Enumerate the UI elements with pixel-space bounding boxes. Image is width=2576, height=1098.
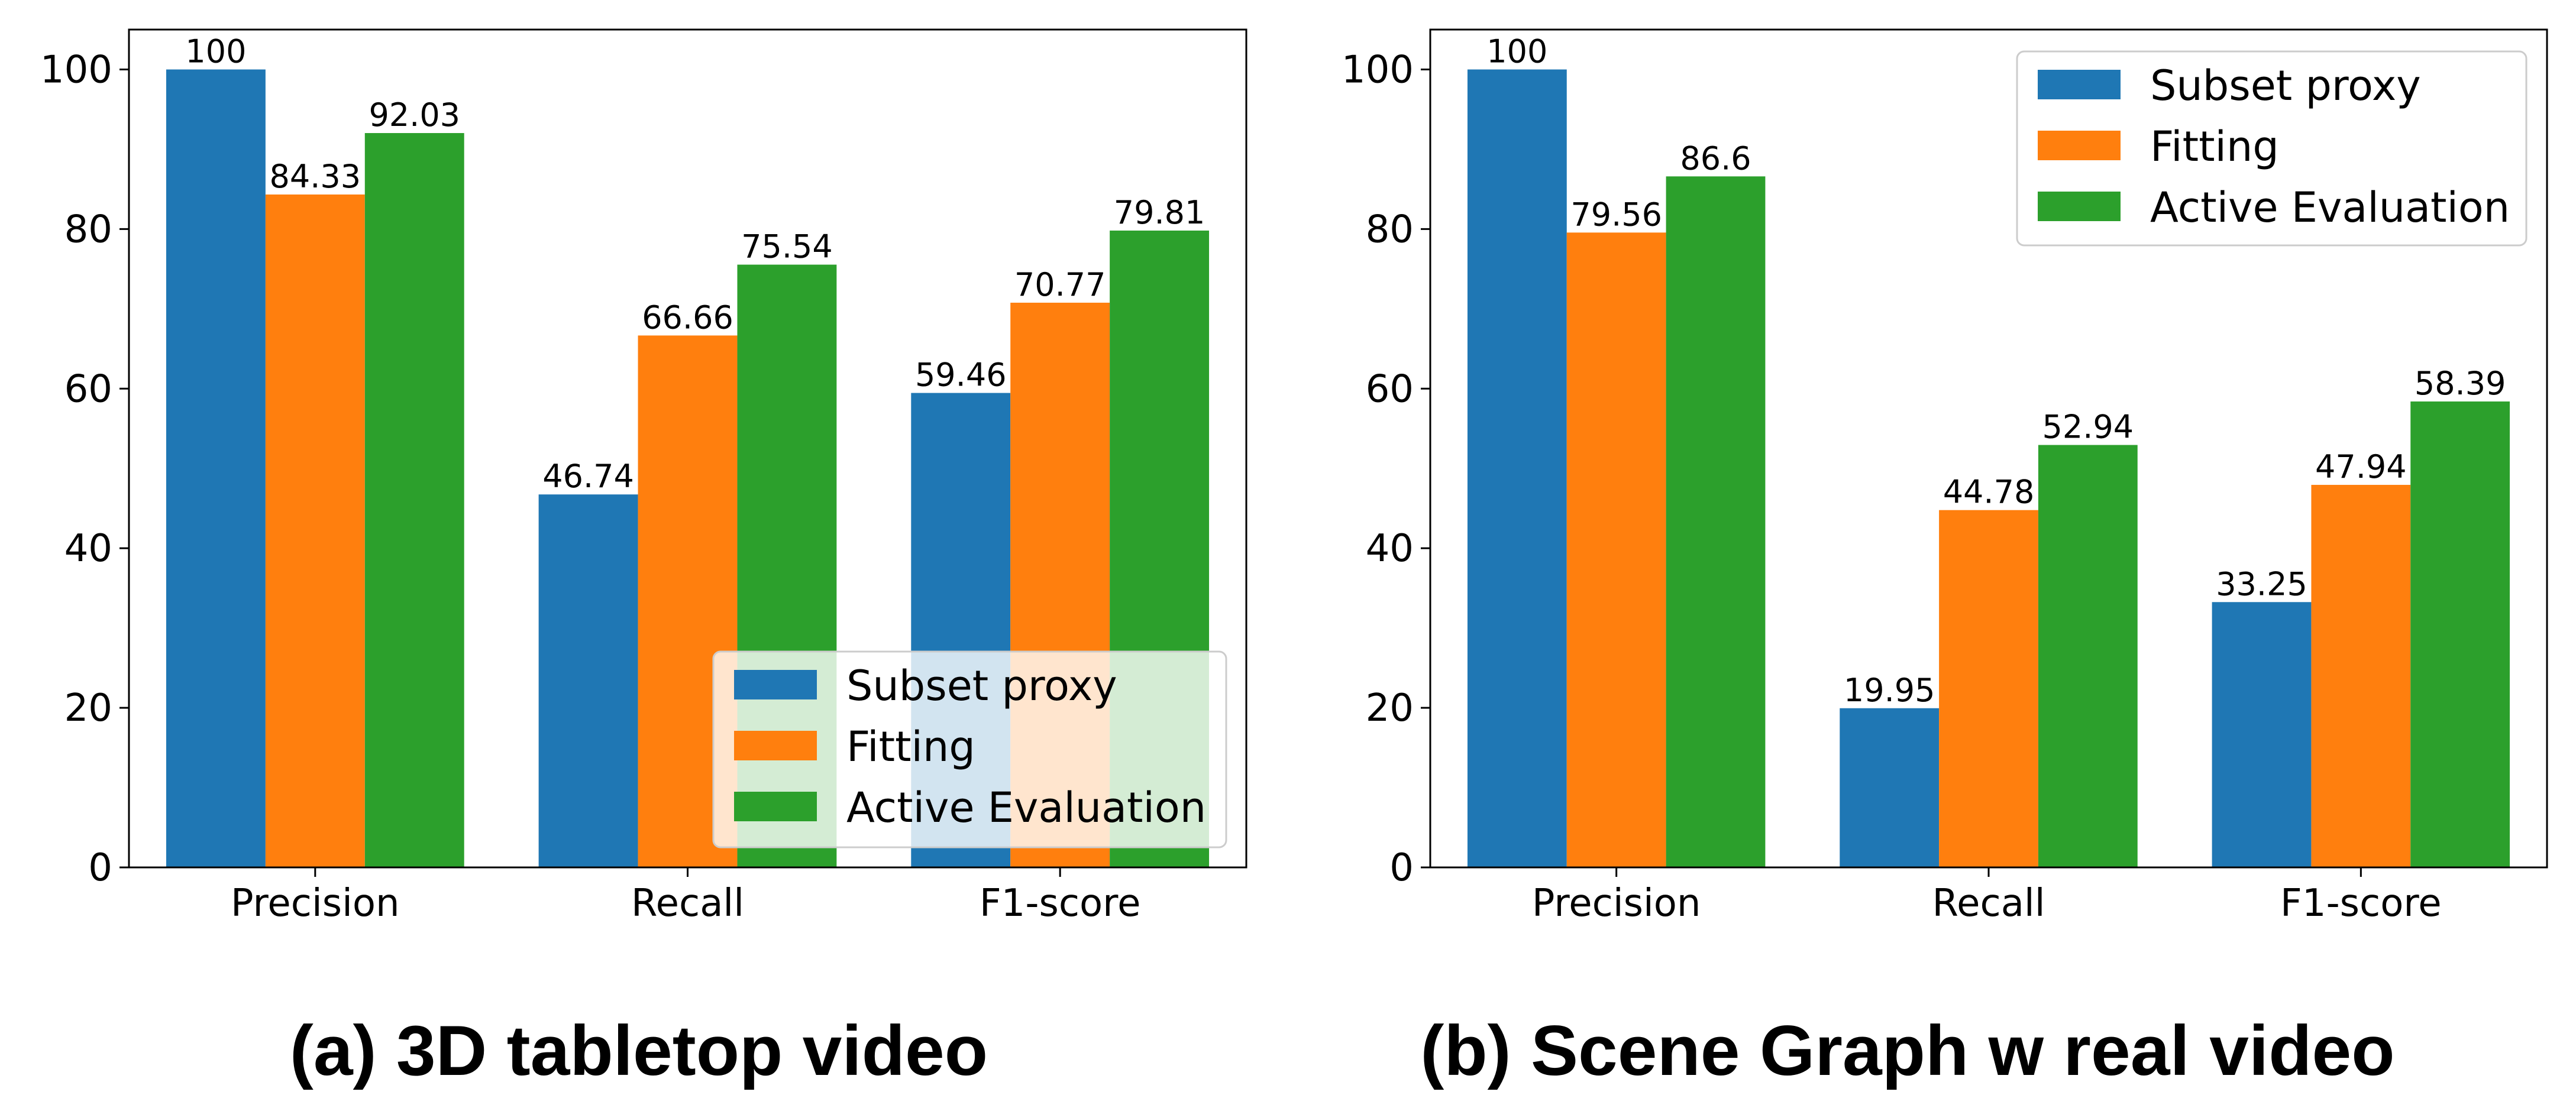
x-category-label: F1-score — [2280, 882, 2442, 925]
legend-swatch — [2038, 192, 2121, 221]
bar — [364, 133, 464, 868]
bar — [2038, 445, 2138, 867]
x-category-label: Recall — [631, 882, 744, 925]
legend-label: Subset proxy — [2150, 61, 2421, 110]
value-label: 79.81 — [1114, 194, 1205, 231]
value-label: 52.94 — [2042, 409, 2134, 446]
value-label: 86.6 — [1680, 140, 1751, 177]
value-label: 47.94 — [2315, 448, 2407, 485]
legend-swatch — [2038, 70, 2121, 99]
legend-label: Subset proxy — [846, 662, 1117, 710]
value-label: 100 — [185, 33, 246, 70]
value-label: 84.33 — [270, 158, 361, 195]
bar — [166, 69, 266, 867]
legend-swatch — [734, 670, 817, 699]
legend-label: Fitting — [2150, 122, 2279, 171]
panel-b: 100 19.95 33.25 79.56 44.78 47.94 86.6 52.94 58.… — [1342, 28, 2548, 1090]
y-tick-label: 20 — [1366, 686, 1414, 730]
x-category-label: Precision — [1532, 882, 1701, 925]
y-tick-label: 40 — [1366, 527, 1414, 571]
legend-label: Active Evaluation — [846, 783, 1206, 832]
legend-swatch — [734, 731, 817, 760]
y-tick-label: 60 — [64, 367, 112, 411]
bar — [538, 494, 638, 867]
panel-a: 100 46.74 59.46 84.33 66.66 70.77 92.03 75.54 79… — [40, 28, 1247, 1090]
value-label: 70.77 — [1014, 266, 1106, 303]
y-tick-label: 20 — [64, 686, 112, 730]
value-label: 59.46 — [915, 357, 1007, 394]
y-tick-label: 80 — [1366, 208, 1414, 251]
x-category-label: F1-score — [980, 882, 1141, 925]
y-tick-label: 0 — [1389, 846, 1414, 890]
value-label: 33.25 — [2216, 565, 2307, 603]
value-label: 100 — [1486, 33, 1547, 70]
y-tick-label: 60 — [1366, 367, 1414, 411]
legend-swatch — [734, 792, 817, 821]
legend: Subset proxy Fitting Active Evaluation — [2016, 50, 2527, 247]
legend-label: Fitting — [846, 723, 975, 771]
bar — [2311, 485, 2411, 867]
x-category-label: Precision — [231, 882, 400, 925]
bar — [1840, 708, 1940, 867]
value-label: 58.39 — [2415, 365, 2506, 402]
y-tick-label: 100 — [40, 48, 112, 92]
value-label: 92.03 — [369, 96, 460, 134]
legend-swatch — [2038, 131, 2121, 160]
bar — [2410, 401, 2510, 867]
legend-label: Active Evaluation — [2150, 183, 2510, 232]
y-tick-label: 0 — [88, 846, 112, 890]
value-label: 66.66 — [642, 299, 733, 336]
value-label: 79.56 — [1570, 196, 1662, 233]
panel-caption: (a) 3D tabletop video — [290, 1011, 988, 1090]
value-label: 46.74 — [542, 458, 634, 495]
legend: Subset proxy Fitting Active Evaluation — [712, 650, 1227, 848]
y-tick-label: 80 — [64, 208, 112, 251]
bar — [1666, 176, 1766, 867]
bar — [265, 194, 365, 868]
value-label: 75.54 — [741, 228, 833, 265]
value-label: 19.95 — [1844, 672, 1935, 709]
panel-caption: (b) Scene Graph w real video — [1420, 1011, 2394, 1090]
legend-box — [712, 650, 1227, 848]
bar — [2212, 602, 2312, 867]
legend-box — [2016, 50, 2527, 247]
bar — [1566, 232, 1666, 867]
y-tick-label: 100 — [1342, 48, 1414, 92]
x-category-label: Recall — [1932, 882, 2045, 925]
bar — [1467, 69, 1567, 867]
bar — [1939, 510, 2038, 867]
value-label: 44.78 — [1943, 474, 2035, 511]
y-tick-label: 40 — [64, 527, 112, 571]
